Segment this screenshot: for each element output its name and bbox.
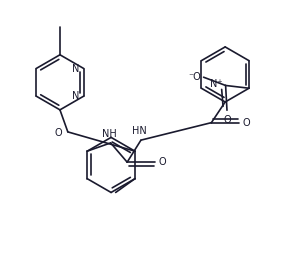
Text: HN: HN [132, 126, 146, 136]
Text: O: O [223, 115, 231, 125]
Text: O: O [54, 128, 62, 138]
Text: ⁻O: ⁻O [188, 72, 201, 82]
Text: N⁺: N⁺ [210, 79, 223, 90]
Text: NH: NH [102, 129, 117, 139]
Text: O: O [243, 118, 251, 128]
Text: N: N [72, 64, 79, 74]
Text: O: O [159, 157, 166, 167]
Text: N: N [72, 91, 79, 101]
